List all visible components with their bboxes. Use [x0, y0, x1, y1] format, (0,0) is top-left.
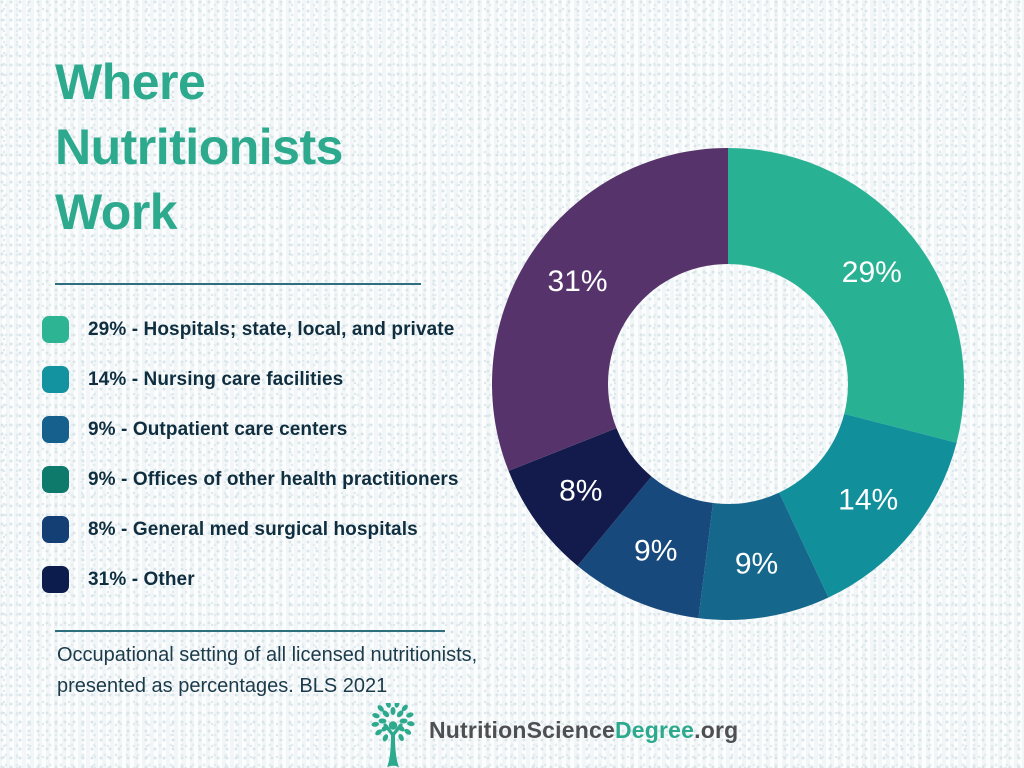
- legend-label: 8% - General med surgical hospitals: [88, 518, 418, 540]
- donut-slice-label: 8%: [559, 475, 602, 508]
- donut-chart: 29% 14% 9% 9% 8% 31%: [491, 147, 965, 621]
- legend-label: 29% - Hospitals; state, local, and priva…: [88, 318, 455, 340]
- donut-slice-label: 9%: [735, 547, 778, 580]
- tree-person-icon: [371, 703, 415, 767]
- donut-slice: [698, 492, 829, 621]
- tree-leaf: [401, 704, 408, 712]
- legend-item: 31% - Other: [42, 566, 459, 593]
- legend-label: 9% - Outpatient care centers: [88, 418, 348, 440]
- tree-leaf: [406, 712, 414, 718]
- tree-leaf: [404, 728, 412, 735]
- legend-swatch: [42, 416, 69, 443]
- tree-leaf: [390, 707, 396, 715]
- page-title: Where Nutritionists Work: [55, 54, 343, 240]
- legend-label: 31% - Other: [88, 568, 195, 590]
- tree-leaf: [377, 705, 384, 712]
- tree-leaf: [407, 721, 415, 727]
- donut-slice-label: 14%: [838, 484, 898, 517]
- tree-leaf: [378, 718, 387, 724]
- logo-text-accent: Degree: [614, 717, 695, 743]
- legend-label: 14% - Nursing care facilities: [88, 368, 344, 390]
- title-divider: [55, 283, 421, 285]
- tree-leaf: [396, 710, 404, 718]
- tree-leaf: [398, 733, 404, 742]
- legend-swatch: [42, 566, 69, 593]
- logo: NutritionScienceDegree.org: [366, 703, 738, 768]
- legend-swatch: [42, 366, 69, 393]
- donut-slice: [577, 476, 713, 619]
- logo-text: NutritionScienceDegree.org: [429, 717, 738, 744]
- legend-swatch: [42, 316, 69, 343]
- tree-leaf: [382, 734, 389, 742]
- chart-legend: 29% - Hospitals; state, local, and priva…: [42, 316, 459, 593]
- legend-item: 9% - Offices of other health practitione…: [42, 466, 459, 493]
- legend-item: 8% - General med surgical hospitals: [42, 516, 459, 543]
- tree-leaf: [399, 718, 408, 724]
- donut-slice: [728, 148, 965, 443]
- tree-leaf: [385, 703, 391, 708]
- donut-slice: [779, 413, 957, 598]
- logo-text-primary: NutritionScience: [429, 717, 615, 743]
- tree-leaf: [372, 713, 380, 719]
- donut-slice: [508, 428, 652, 566]
- donut-slice-label: 29%: [842, 256, 902, 289]
- footnote-divider: [55, 630, 445, 632]
- donut-slice-label: 31%: [547, 265, 607, 298]
- legend-swatch: [42, 466, 69, 493]
- legend-item: 9% - Outpatient care centers: [42, 416, 459, 443]
- tree-leaf: [375, 729, 382, 736]
- legend-label: 9% - Offices of other health practitione…: [88, 468, 459, 490]
- tree-leaf: [394, 703, 400, 708]
- footnote: Occupational setting of all licensed nut…: [57, 640, 477, 702]
- donut-slice: [491, 147, 728, 471]
- donut-slice-label: 9%: [634, 535, 677, 568]
- legend-item: 14% - Nursing care facilities: [42, 366, 459, 393]
- logo-text-suffix: .org: [694, 717, 739, 743]
- tree-leaf: [382, 710, 390, 718]
- footnote-line-1: Occupational setting of all licensed nut…: [57, 644, 478, 666]
- legend-item: 29% - Hospitals; state, local, and priva…: [42, 316, 459, 343]
- legend-swatch: [42, 516, 69, 543]
- tree-leaf: [371, 721, 379, 727]
- footnote-line-2: presented as percentages. BLS 2021: [57, 675, 388, 697]
